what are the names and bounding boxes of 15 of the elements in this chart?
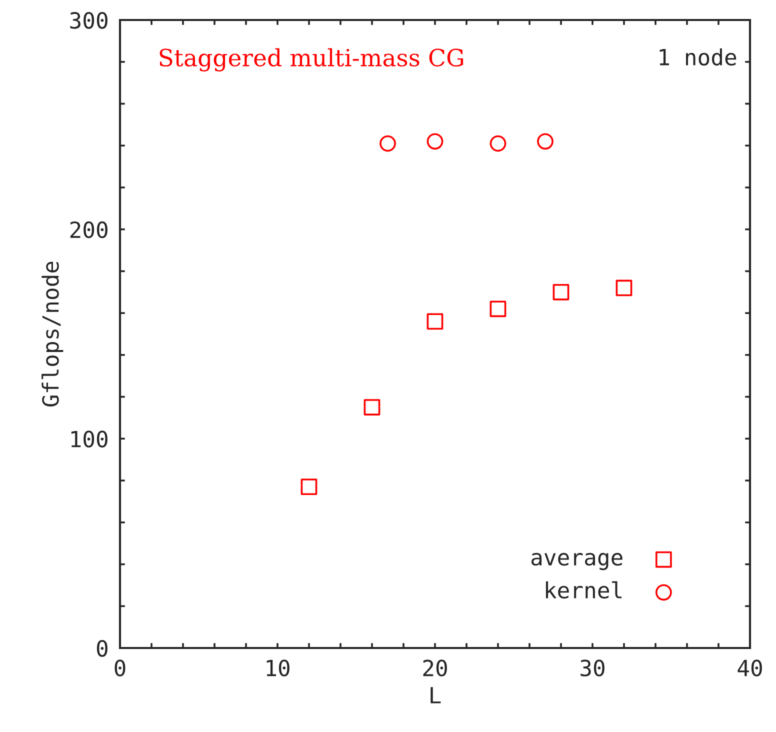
- x-tick-label: 20: [423, 660, 447, 676]
- y-tick-label: 300: [70, 12, 108, 29]
- legend-label: average: [531, 552, 622, 570]
- x-axis-title: L: [430, 687, 441, 704]
- x-tick-label: 0: [114, 660, 126, 676]
- y-tick-label: 200: [70, 221, 108, 238]
- y-axis-title: Gflops/node: [42, 262, 64, 406]
- x-tick-label: 10: [266, 660, 290, 676]
- x-tick-label: 40: [738, 660, 762, 676]
- text: Staggered multi-mass CG: [160, 48, 464, 72]
- legend-label: kernel: [546, 581, 622, 599]
- x-tick-label: 30: [580, 660, 604, 676]
- y-tick-label: 100: [71, 430, 108, 448]
- y-tick-label: 0: [96, 640, 108, 657]
- annotation: 1 node: [660, 48, 736, 66]
